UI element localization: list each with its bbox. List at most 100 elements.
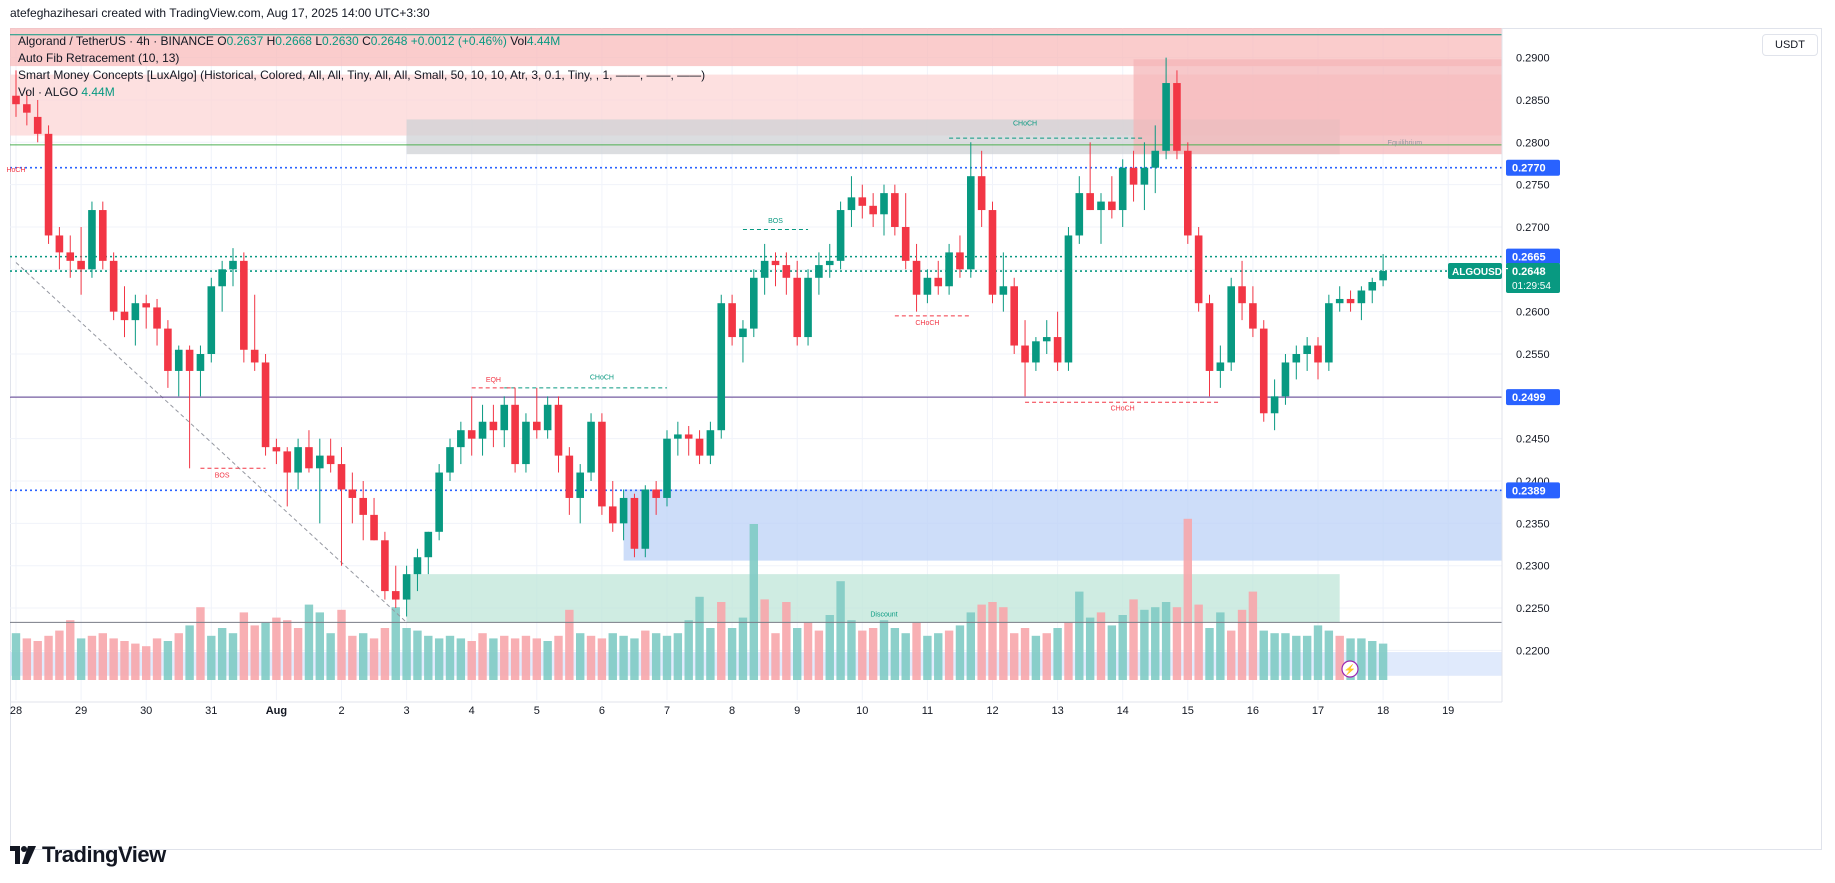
volume-bar — [272, 617, 281, 680]
candle — [457, 421, 465, 465]
candle-body — [305, 447, 313, 469]
symbol-tag-text: ALGOUSDT — [1452, 267, 1508, 278]
candle-body — [109, 260, 118, 312]
candle — [608, 481, 617, 532]
candle-body — [750, 277, 758, 329]
volume-bar — [250, 625, 259, 680]
x-tick-label: 18 — [1377, 705, 1389, 717]
candle — [1140, 142, 1149, 211]
volume-bar — [554, 635, 563, 680]
volume-bar — [326, 633, 335, 680]
volume-bar — [76, 638, 86, 680]
candle — [554, 396, 563, 473]
volume-bar — [1194, 604, 1203, 680]
candle-body — [630, 497, 639, 549]
candle-body — [988, 210, 997, 295]
legend-fib[interactable]: Auto Fib Retracement (10, 13) — [18, 51, 180, 65]
volume-bar — [868, 628, 878, 680]
volume-bar — [847, 620, 856, 680]
candle-body — [608, 506, 617, 524]
candle — [229, 248, 237, 287]
volume-bar — [565, 609, 574, 680]
candle — [728, 294, 736, 346]
candle — [294, 438, 302, 490]
candle-body — [771, 260, 780, 266]
volume-bar — [586, 635, 596, 680]
candle-body — [153, 307, 161, 329]
legend-ohlc-row: Algorand / TetherUS · 4h · BINANCE O0.26… — [18, 34, 560, 48]
candle — [804, 269, 812, 346]
candle — [1270, 379, 1279, 431]
volume-bar — [955, 625, 965, 680]
x-tick-label: 16 — [1247, 705, 1259, 717]
candle — [891, 184, 899, 236]
candle — [1042, 320, 1051, 354]
candle — [1173, 70, 1181, 160]
volume-bar — [934, 633, 943, 680]
currency-selector[interactable]: USDT — [1762, 34, 1818, 56]
candle — [587, 413, 595, 482]
legend-c-label: C — [362, 34, 371, 48]
volume-bar — [597, 638, 607, 680]
volume-bar — [1096, 612, 1106, 680]
candle-body — [825, 260, 834, 266]
legend-volume-row[interactable]: Vol · ALGO 4.44M — [18, 85, 115, 99]
candle-body — [1379, 271, 1387, 281]
candle-body — [185, 349, 194, 371]
candle-body — [120, 311, 129, 321]
candle — [1281, 354, 1290, 405]
candle — [391, 565, 400, 609]
tradingview-logo[interactable]: TradingView — [10, 842, 166, 868]
volume-bar — [771, 633, 780, 680]
candle — [1379, 254, 1387, 287]
price-label-badge — [1506, 389, 1560, 406]
candle — [88, 201, 96, 278]
volume-bar — [489, 638, 498, 680]
x-tick-label: 28 — [10, 705, 22, 717]
volume-bar — [576, 633, 585, 680]
candle-body — [674, 434, 682, 439]
volume-bar — [825, 615, 834, 680]
candle-body — [250, 349, 259, 363]
legend-symbol[interactable]: Algorand / TetherUS · 4h · BINANCE — [18, 34, 214, 48]
legend-high: 0.2668 — [275, 34, 312, 48]
volume-bar — [543, 641, 552, 680]
volume-bar — [793, 628, 802, 680]
candle — [1368, 277, 1377, 304]
candle — [533, 387, 541, 439]
volume-bar — [999, 607, 1008, 680]
volume-bar — [467, 641, 476, 680]
candle — [739, 320, 747, 363]
volume-bar — [1216, 612, 1225, 680]
candle-body — [164, 328, 172, 371]
volume-bar — [836, 581, 845, 680]
candle-body — [576, 472, 584, 498]
volume-bar — [890, 628, 900, 680]
price-label-text: 0.2770 — [1512, 163, 1546, 175]
candle-body — [381, 540, 389, 592]
structure-label: Discount — [870, 611, 897, 618]
candle — [923, 269, 932, 304]
y-tick-label: 0.2800 — [1516, 137, 1550, 149]
legend-smc[interactable]: Smart Money Concepts [LuxAlgo] (Historic… — [18, 68, 706, 82]
candle-body — [1064, 235, 1073, 363]
x-tick-label: 30 — [140, 705, 152, 717]
candle — [619, 489, 628, 541]
candle — [1053, 311, 1062, 371]
candle — [435, 464, 443, 541]
price-label-text: 0.2499 — [1512, 392, 1546, 404]
candle-body — [1086, 193, 1094, 211]
candle — [1184, 142, 1192, 244]
candle — [44, 125, 53, 244]
volume-bar — [131, 643, 140, 680]
volume-bar — [738, 617, 748, 680]
x-tick-label: 15 — [1182, 705, 1194, 717]
volume-bar — [1129, 599, 1138, 680]
candle — [1097, 193, 1105, 244]
x-tick-label: 7 — [664, 705, 670, 717]
candle — [218, 260, 226, 312]
volume-bar — [315, 612, 324, 680]
candle-body — [891, 193, 899, 227]
volume-bar — [163, 641, 173, 680]
